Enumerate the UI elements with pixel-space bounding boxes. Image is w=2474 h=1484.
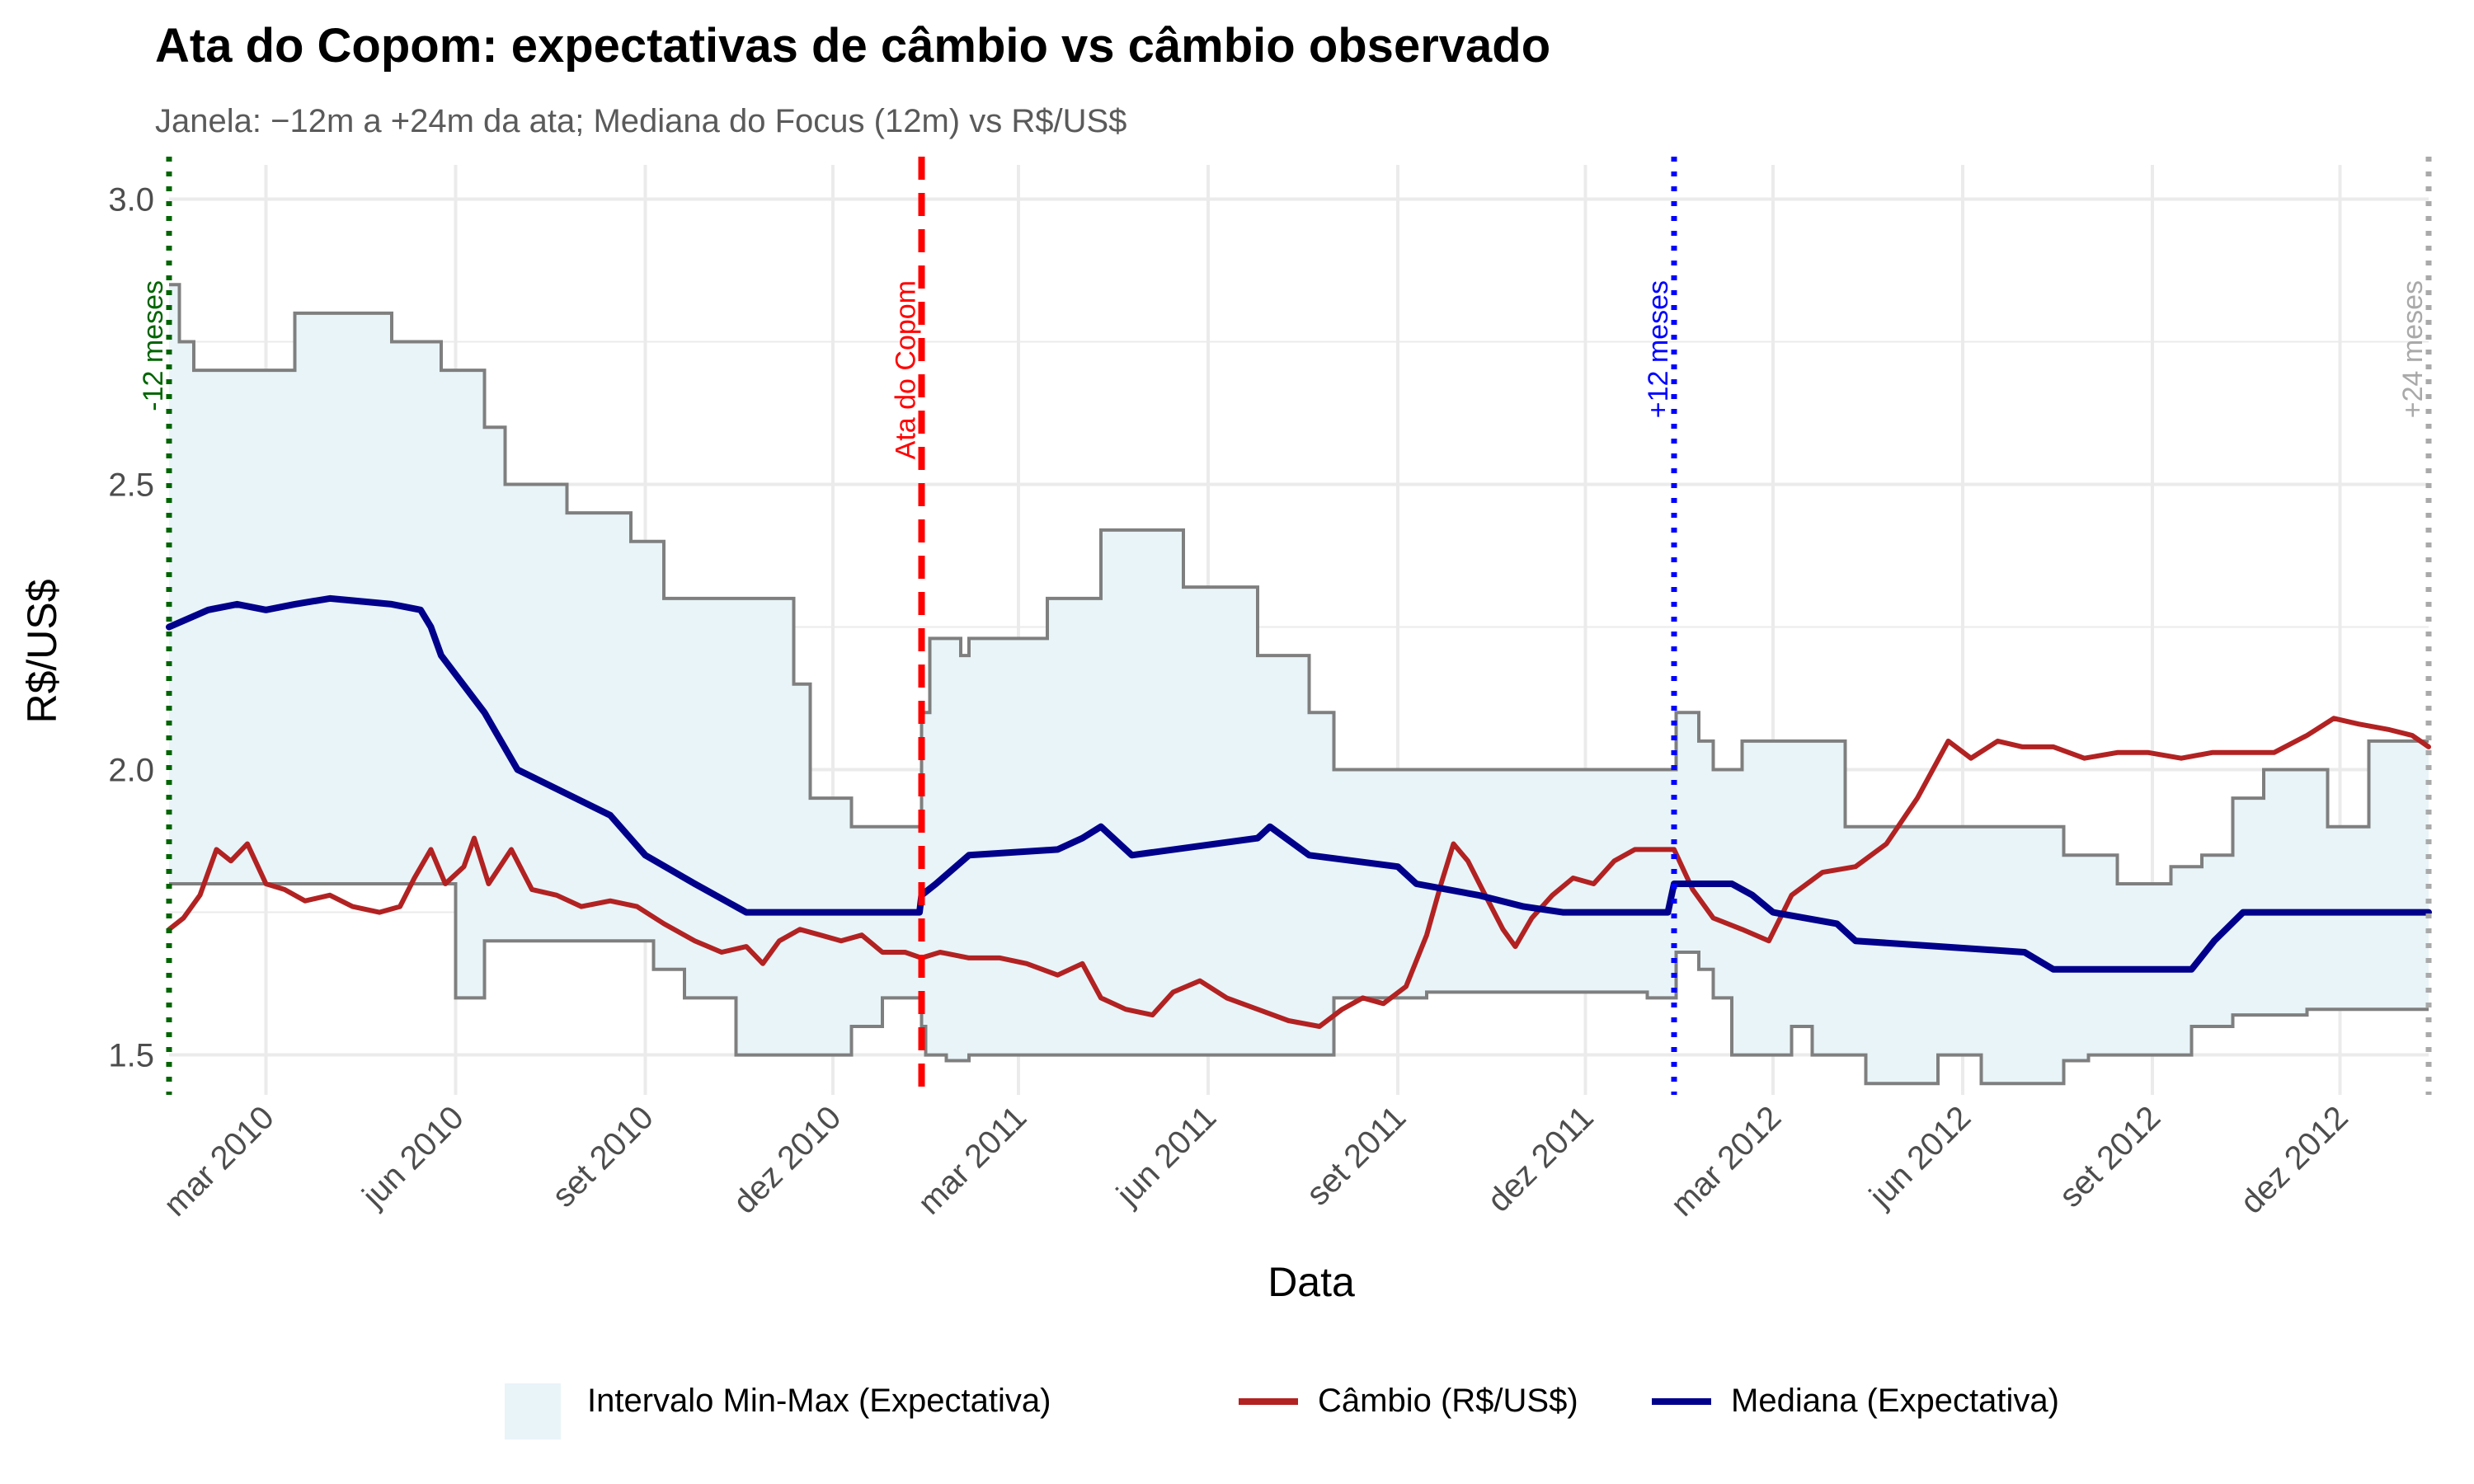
y-axis-title: R$/US$ xyxy=(19,579,65,723)
legend-label-mediana: Mediana (Expectativa) xyxy=(1731,1383,2059,1419)
plus12-label: +12 meses xyxy=(1643,280,1674,418)
minus12-label: -12 meses xyxy=(138,280,169,411)
y-tick-label: 2.0 xyxy=(108,753,154,789)
chart-subtitle: Janela: −12m a +24m da ata; Mediana do F… xyxy=(155,103,1126,139)
y-tick-label: 1.5 xyxy=(108,1038,154,1074)
vline-group: -12 meses Ata do Copom +12 meses +24 meses xyxy=(138,157,2432,1095)
legend-label-ribbon: Intervalo Min-Max (Expectativa) xyxy=(587,1383,1051,1419)
ribbon-min-line xyxy=(169,882,2429,1086)
legend-swatch-ribbon xyxy=(505,1383,561,1439)
copom-label: Ata do Copom xyxy=(891,280,922,459)
plus24-label: +24 meses xyxy=(2397,280,2429,418)
series-group xyxy=(166,594,2432,1029)
ribbon-max-line xyxy=(169,283,2429,885)
ribbon-area xyxy=(169,284,2429,1084)
chart-title: Ata do Copom: expectativas de câmbio vs … xyxy=(155,19,1550,73)
legend: Intervalo Min-Max (Expectativa) Câmbio (R… xyxy=(505,1383,2059,1439)
cambio-line xyxy=(167,716,2431,1029)
y-tick-label: 3.0 xyxy=(108,182,154,218)
mediana-line xyxy=(166,594,2432,973)
legend-label-cambio: Câmbio (R$/US$) xyxy=(1318,1383,1578,1419)
x-axis-title: Data xyxy=(1268,1259,1355,1305)
y-tick-label: 2.5 xyxy=(108,467,154,504)
ribbon-group xyxy=(169,283,2429,1086)
